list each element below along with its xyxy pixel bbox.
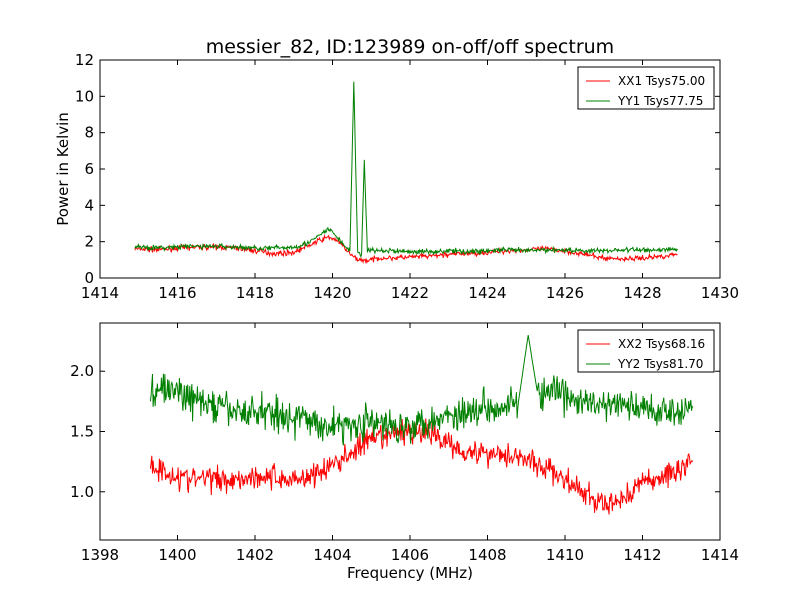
legend-box <box>577 66 715 110</box>
x-tick-label: 1426 <box>546 284 584 302</box>
legend: XX1 Tsys75.00 YY1 Tsys77.75 <box>577 66 715 110</box>
x-tick-label: 1412 <box>623 546 661 564</box>
y-tick-label: 4 <box>84 196 94 214</box>
legend-box <box>577 329 715 373</box>
x-tick-label: 1422 <box>391 284 429 302</box>
x-tick-label: 1424 <box>468 284 506 302</box>
x-tick-label: 1416 <box>158 284 196 302</box>
legend-label: XX2 Tsys68.16 <box>618 337 705 351</box>
x-tick-label: 1420 <box>313 284 351 302</box>
x-tick-label: 1428 <box>623 284 661 302</box>
x-tick-label: 1430 <box>701 284 739 302</box>
x-tick-label: 1406 <box>391 546 429 564</box>
y-tick-label: 10 <box>75 87 94 105</box>
series-line-1 <box>134 233 678 265</box>
x-tick-label: 1402 <box>236 546 274 564</box>
x-tick-label: 1414 <box>701 546 739 564</box>
legend: XX2 Tsys68.16 YY2 Tsys81.70 <box>577 329 715 373</box>
x-tick-label: 1398 <box>81 546 119 564</box>
legend-label: XX1 Tsys75.00 <box>618 74 705 88</box>
y-tick-label: 2 <box>84 233 94 251</box>
legend-label: YY1 Tsys77.75 <box>617 94 703 108</box>
x-tick-label: 1404 <box>313 546 351 564</box>
y-tick-label: 8 <box>84 124 94 142</box>
x-tick-label: 1408 <box>468 546 506 564</box>
bottom-spectrum-plot: 1398 1400 1402 1404 1406 1408 1410 1412 1414 1.0 1… <box>70 322 739 582</box>
y-tick-label: 6 <box>84 160 94 178</box>
x-tick-label: 1400 <box>158 546 196 564</box>
x-tick-label: 1414 <box>81 284 119 302</box>
figure-title: messier_82, ID:123989 on-off/off spectru… <box>206 36 614 58</box>
top-spectrum-plot: 1414 1416 1418 1420 1422 1424 1426 1428 1430 0 2 4 6… <box>54 51 739 302</box>
x-axis-label: Frequency (MHz) <box>347 564 473 582</box>
y-tick-label: 1.5 <box>70 423 94 441</box>
series-line-2 <box>134 81 678 258</box>
legend-label: YY2 Tsys81.70 <box>617 357 703 371</box>
y-tick-label: 12 <box>75 51 94 69</box>
y-tick-label: 1.0 <box>70 483 94 501</box>
x-tick-label: 1418 <box>236 284 274 302</box>
series-line-1 <box>149 418 694 515</box>
series-line-2 <box>149 335 694 446</box>
y-tick-label: 0 <box>84 269 94 287</box>
y-axis-label: Power in Kelvin <box>54 112 72 226</box>
x-tick-label: 1410 <box>546 546 584 564</box>
y-tick-label: 2.0 <box>70 362 94 380</box>
